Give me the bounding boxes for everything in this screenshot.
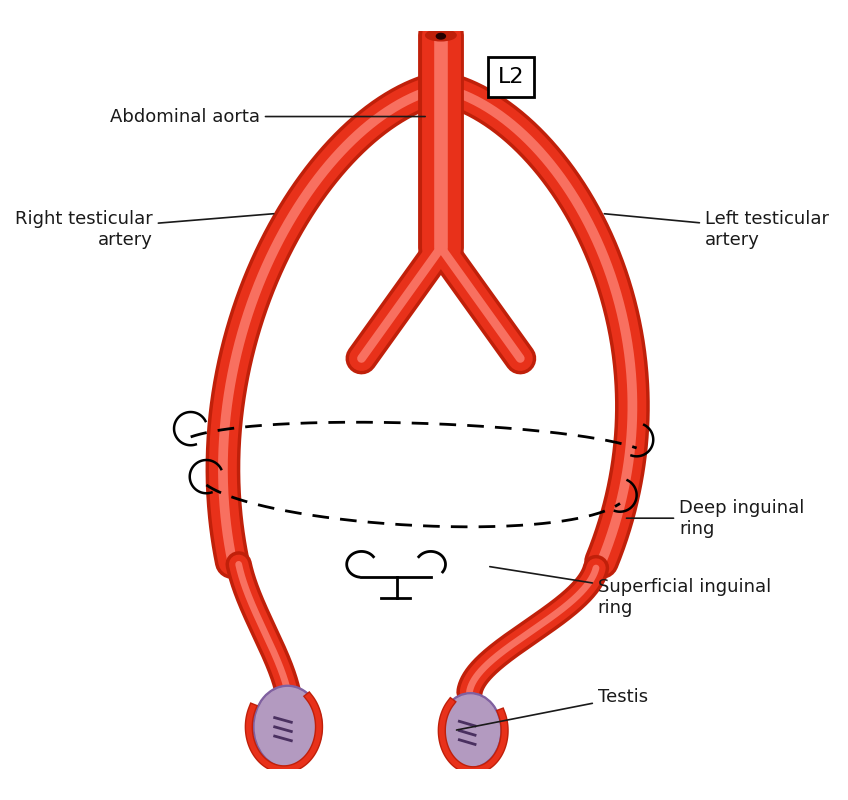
Text: L2: L2 bbox=[498, 67, 524, 87]
Text: Testis: Testis bbox=[456, 688, 648, 730]
Ellipse shape bbox=[253, 686, 322, 769]
Ellipse shape bbox=[441, 695, 499, 766]
Ellipse shape bbox=[255, 688, 320, 766]
Text: Abdominal aorta: Abdominal aorta bbox=[110, 107, 425, 126]
Text: Deep inguinal
ring: Deep inguinal ring bbox=[627, 498, 805, 538]
Text: Superficial inguinal
ring: Superficial inguinal ring bbox=[490, 566, 771, 617]
Text: Left testicular
artery: Left testicular artery bbox=[605, 210, 829, 249]
Ellipse shape bbox=[439, 693, 502, 769]
Ellipse shape bbox=[437, 34, 445, 39]
Ellipse shape bbox=[426, 30, 456, 41]
Text: Right testicular
artery: Right testicular artery bbox=[15, 210, 274, 249]
